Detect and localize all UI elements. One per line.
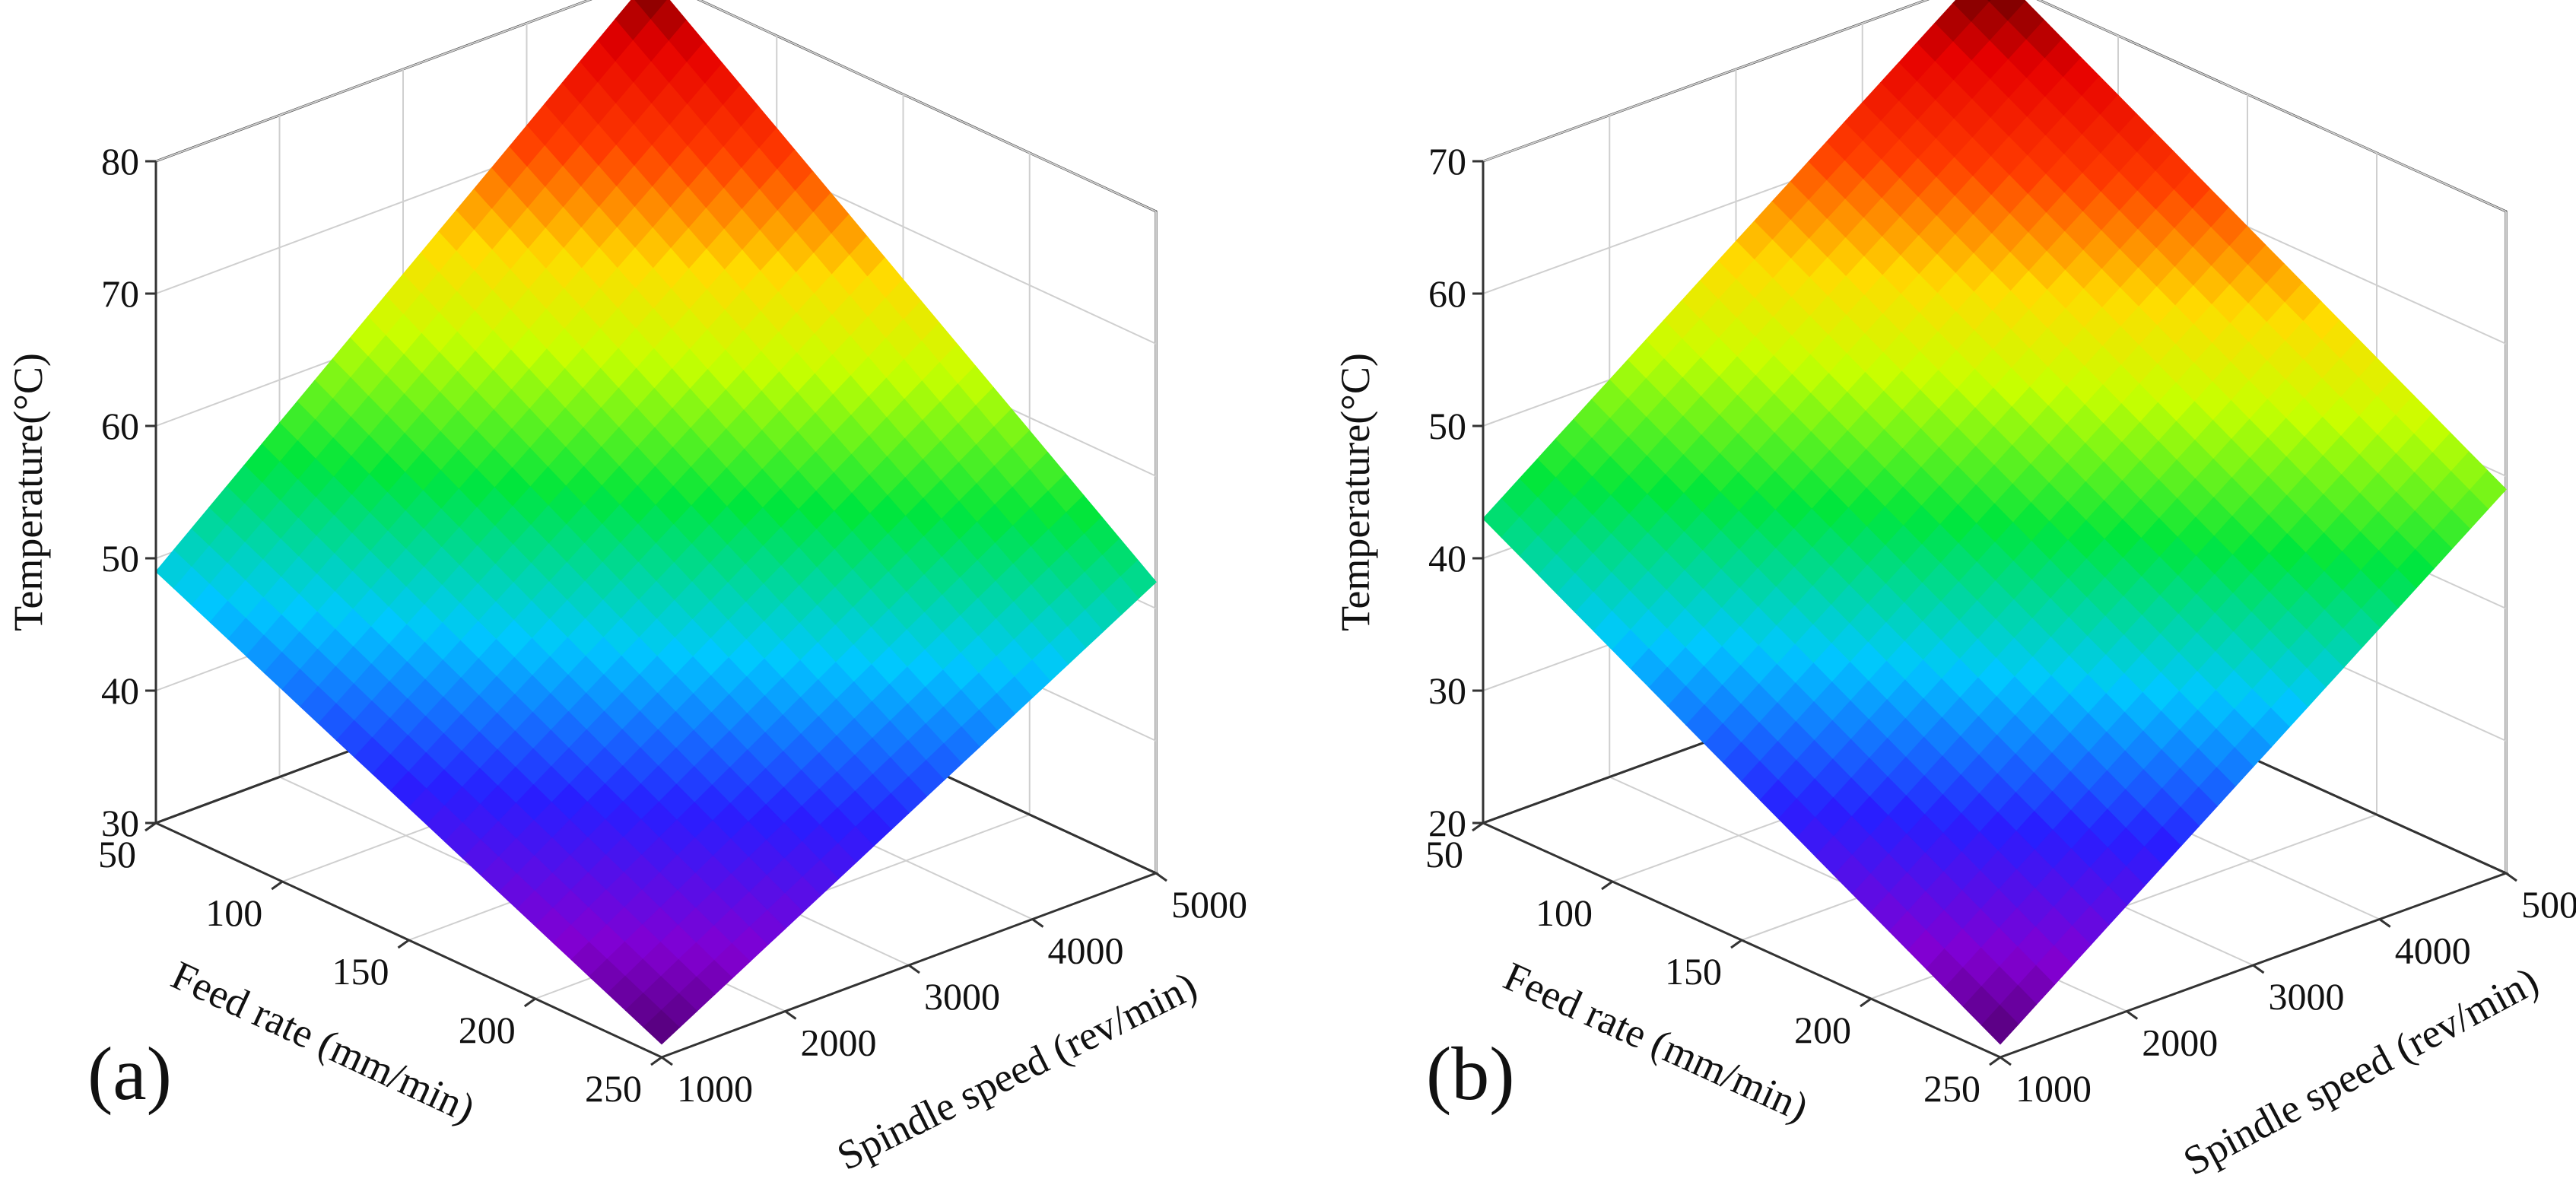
y-tick-label: 4000 [2395, 929, 2471, 972]
x-tick-mark [1730, 939, 1742, 949]
x-tick-mark [523, 997, 536, 1008]
chart-panel-a: 30 40 50 60 70 80 50 100 150 200 250 1000 2000 3000 40… [5, 0, 1247, 1179]
z-axis-label: Temperature(°C) [5, 353, 51, 631]
x-tick-mark [1860, 997, 1872, 1008]
z-tick-label: 50 [101, 537, 139, 580]
x-tick-mark [650, 1056, 662, 1066]
y-tick-label: 5000 [2521, 883, 2576, 926]
x-tick-label: 50 [98, 833, 136, 875]
panel-label: (b) [1426, 1031, 1515, 1116]
y-tick-mark [784, 1010, 797, 1020]
z-tick-label: 30 [101, 802, 139, 844]
surface-patch [1980, 1005, 2019, 1045]
z-gridline [1482, 0, 2507, 212]
x-tick-label: 250 [585, 1067, 642, 1110]
y-tick-mark [2252, 964, 2265, 974]
y-tick-label: 5000 [1171, 883, 1247, 926]
x-tick-mark [271, 880, 284, 891]
x-tick-mark [1472, 821, 1484, 832]
z-tick-label: 60 [101, 405, 139, 447]
chart-panel-b: 20 30 40 50 60 70 50 100 150 200 250 1000 2000 3000 40… [1332, 0, 2576, 1182]
surface [1482, 0, 2507, 1045]
y-tick-label: 2000 [2142, 1022, 2218, 1064]
x-tick-mark [1989, 1056, 2001, 1066]
x-tick-label: 100 [205, 891, 262, 934]
x-axis-label: Feed rate (mm/min) [1497, 953, 1815, 1130]
x-tick-label: 250 [1923, 1067, 1980, 1110]
y-tick-label: 4000 [1048, 929, 1124, 972]
y-tick-mark [1999, 1056, 2012, 1066]
z-axis-label: Temperature(°C) [1332, 353, 1378, 631]
z-tick-label: 40 [1428, 537, 1466, 580]
x-tick-label: 200 [459, 1009, 516, 1051]
y-tick-label: 3000 [924, 975, 1000, 1018]
z-gridline [155, 0, 1157, 212]
y-tick-label: 2000 [801, 1022, 877, 1064]
y-axis-label: Spindle speed (rev/min) [2176, 958, 2546, 1182]
y-tick-mark [2126, 1010, 2139, 1020]
x-tick-label: 150 [1665, 950, 1722, 993]
x-tick-label: 150 [332, 950, 389, 993]
x-axis-label: Feed rate (mm/min) [165, 952, 482, 1132]
z-tick-label: 70 [101, 272, 139, 315]
z-tick-label: 20 [1428, 802, 1466, 844]
surface-patch [643, 1009, 681, 1045]
y-tick-label: 3000 [2269, 975, 2345, 1018]
z-tick-label: 50 [1428, 405, 1466, 447]
z-tick-label: 40 [101, 669, 139, 712]
z-tick-label: 30 [1428, 669, 1466, 712]
y-tick-mark [2378, 918, 2391, 928]
y-tick-label: 1000 [677, 1067, 753, 1110]
surface [155, 0, 1157, 1045]
x-tick-mark [397, 939, 410, 949]
y-tick-mark [2505, 872, 2517, 882]
x-tick-label: 100 [1536, 891, 1593, 934]
y-tick-mark [661, 1056, 673, 1066]
y-tick-label: 1000 [2015, 1067, 2092, 1110]
y-tick-mark [1031, 918, 1044, 928]
z-tick-label: 70 [1428, 140, 1466, 183]
y-tick-mark [908, 964, 920, 974]
panel-label: (a) [87, 1031, 172, 1116]
x-tick-label: 200 [1794, 1009, 1851, 1051]
z-tick-label: 80 [101, 140, 139, 183]
y-tick-mark [1155, 872, 1167, 882]
x-tick-mark [145, 821, 157, 832]
y-axis-label: Spindle speed (rev/min) [830, 963, 1203, 1179]
z-tick-label: 60 [1428, 272, 1466, 315]
x-tick-mark [1601, 880, 1613, 891]
x-tick-label: 50 [1425, 833, 1463, 875]
